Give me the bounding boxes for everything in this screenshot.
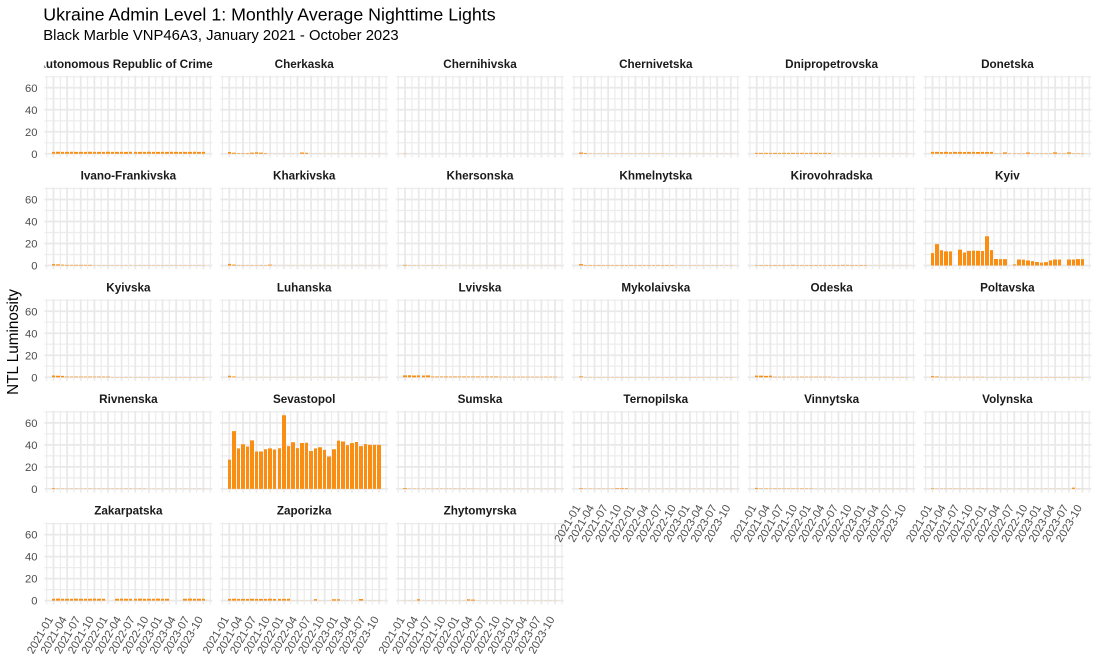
svg-text:20: 20: [25, 350, 37, 362]
svg-text:Sevastopol: Sevastopol: [273, 393, 335, 406]
svg-text:Black Marble VNP46A3, January: Black Marble VNP46A3, January 2021 - Oct…: [43, 28, 398, 44]
svg-text:0: 0: [31, 149, 37, 161]
svg-text:20: 20: [25, 127, 37, 139]
svg-text:NTL Luminosity: NTL Luminosity: [5, 289, 22, 395]
svg-text:40: 40: [25, 217, 37, 229]
svg-text:Kirovohradska: Kirovohradska: [791, 170, 873, 183]
svg-text:Vinnytska: Vinnytska: [804, 393, 860, 406]
svg-text:Sumska: Sumska: [458, 393, 503, 406]
svg-text:Lvivska: Lvivska: [459, 281, 502, 294]
svg-text:0: 0: [31, 261, 37, 273]
svg-text:40: 40: [25, 105, 37, 117]
svg-text:Donetska: Donetska: [981, 58, 1034, 71]
svg-text:Rivnenska: Rivnenska: [99, 393, 158, 406]
svg-text:0: 0: [31, 596, 37, 608]
svg-text:Cherkaska: Cherkaska: [275, 58, 335, 71]
svg-text:Luhanska: Luhanska: [277, 281, 332, 294]
svg-text:Volynska: Volynska: [982, 393, 1033, 406]
svg-text:Zhytomyrska: Zhytomyrska: [444, 505, 517, 518]
svg-text:60: 60: [25, 418, 37, 430]
svg-text:Ukraine Admin Level 1: Monthly: Ukraine Admin Level 1: Monthly Average N…: [43, 5, 495, 25]
svg-text:40: 40: [25, 328, 37, 340]
svg-text:Khersonska: Khersonska: [447, 170, 514, 183]
svg-text:Zakarpatska: Zakarpatska: [94, 505, 163, 518]
svg-text:20: 20: [25, 574, 37, 586]
svg-text:Ivano-Frankivska: Ivano-Frankivska: [81, 170, 177, 183]
svg-text:Kyiv: Kyiv: [995, 170, 1020, 183]
svg-text:Zaporizka: Zaporizka: [277, 505, 332, 518]
svg-text:40: 40: [25, 552, 37, 564]
svg-text:60: 60: [25, 195, 37, 207]
svg-text:20: 20: [25, 239, 37, 251]
svg-text:Khmelnytska: Khmelnytska: [619, 170, 692, 183]
svg-text:60: 60: [25, 530, 37, 542]
svg-text:60: 60: [25, 306, 37, 318]
svg-text:Odeska: Odeska: [810, 281, 853, 294]
svg-text:Kharkivska: Kharkivska: [273, 170, 336, 183]
svg-text:Chernivetska: Chernivetska: [619, 58, 693, 71]
svg-text:Kyivska: Kyivska: [106, 281, 151, 294]
svg-text:0: 0: [31, 372, 37, 384]
svg-text:40: 40: [25, 440, 37, 452]
svg-text:Poltavska: Poltavska: [980, 281, 1035, 294]
svg-text:Autonomous Republic of Crimea: Autonomous Republic of Crimea: [37, 58, 219, 71]
svg-text:20: 20: [25, 462, 37, 474]
svg-text:Chernihivska: Chernihivska: [443, 58, 517, 71]
svg-text:Mykolaivska: Mykolaivska: [621, 281, 690, 294]
svg-text:0: 0: [31, 484, 37, 496]
svg-text:Dnipropetrovska: Dnipropetrovska: [785, 58, 878, 71]
svg-text:60: 60: [25, 83, 37, 95]
svg-text:Ternopilska: Ternopilska: [623, 393, 688, 406]
